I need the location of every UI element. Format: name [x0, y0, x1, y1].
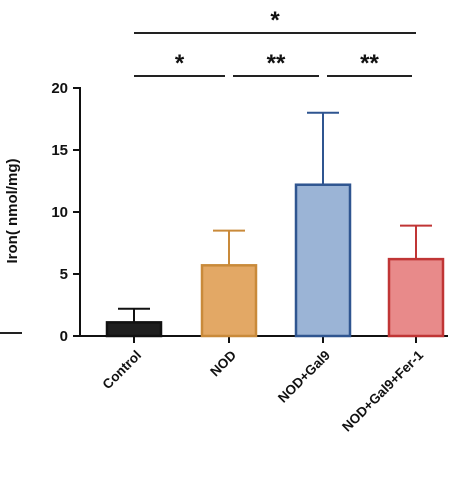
bars [105, 111, 445, 338]
category-label: NOD [207, 347, 239, 379]
significance-marker: ** [360, 50, 379, 77]
y-tick-label: 15 [51, 142, 68, 159]
y-tick-label: 5 [60, 266, 68, 283]
bar [294, 183, 352, 338]
y-tick-label: 20 [51, 80, 68, 97]
category-labels: Control NOD NOD+Gal9 NOD+Gal9+Fer-1 [100, 347, 427, 434]
axes: Iron( nmol/mg) 0 5 10 15 20 [4, 80, 448, 345]
category-label: NOD+Gal9 [275, 348, 333, 406]
significance-marker: * [175, 50, 185, 77]
significance-layer: ** ** ** [134, 7, 416, 77]
bar [105, 321, 163, 338]
y-axis-label: Iron( nmol/mg) [4, 159, 21, 264]
y-tick-label: 0 [60, 328, 68, 345]
significance-marker: ** [267, 50, 286, 77]
y-tick-label: 10 [51, 204, 68, 221]
bar [387, 257, 445, 338]
significance-marker: * [270, 7, 280, 34]
category-label: NOD+Gal9+Fer-1 [339, 347, 426, 434]
category-label: Control [100, 348, 145, 393]
bar [200, 264, 258, 338]
